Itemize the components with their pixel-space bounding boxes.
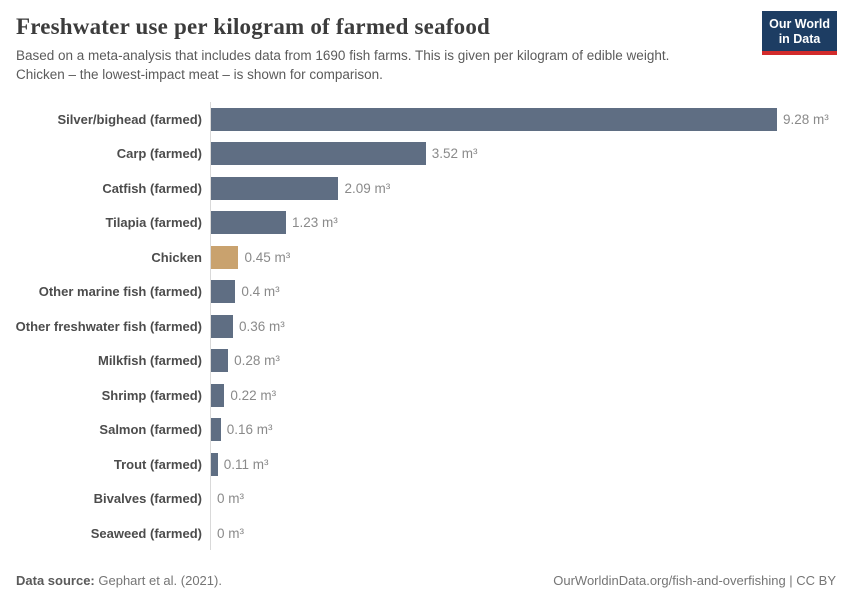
value-label: 3.52 m³: [431, 146, 478, 162]
value-label: 2.09 m³: [344, 180, 391, 196]
bar[interactable]: [211, 349, 229, 373]
category-label: Tilapia (farmed): [105, 215, 202, 231]
bar-track: 2.09 m³: [210, 170, 834, 206]
category-label: Catfish (farmed): [102, 180, 202, 196]
owid-logo-line-2: in Data: [778, 32, 821, 46]
bar-track: 0.22 m³: [210, 377, 834, 413]
bar-track: 3.52 m³: [210, 136, 834, 171]
bar[interactable]: [211, 452, 218, 476]
chart-header: Freshwater use per kilogram of farmed se…: [0, 0, 850, 85]
bar-row: Milkfish (farmed) 0.28 m³: [16, 343, 834, 378]
category-label: Other marine fish (farmed): [38, 284, 202, 300]
data-source: Data source: Gephart et al. (2021).: [16, 573, 222, 588]
value-label: 1.23 m³: [292, 215, 338, 231]
bar[interactable]: [211, 176, 339, 200]
value-label: 0.45 m³: [244, 249, 291, 265]
bar-track: 0.4 m³: [210, 274, 834, 309]
category-label: Other freshwater fish (farmed): [15, 318, 202, 334]
bar-chart: Silver/bighead (farmed) 9.28 m³ Carp (farm…: [15, 101, 834, 551]
category-label: Seaweed (farmed): [90, 525, 202, 541]
category-label: Carp (farmed): [116, 146, 202, 162]
chart-subtitle: Based on a meta-analysis that includes d…: [16, 47, 750, 85]
category-label: Chicken: [151, 249, 202, 265]
value-label: 0.16 m³: [226, 422, 273, 438]
bar[interactable]: [211, 211, 287, 235]
subtitle-line-1: Based on a meta-analysis that includes d…: [16, 48, 670, 63]
value-label: 0.4 m³: [241, 284, 280, 300]
bar-track: 0.36 m³: [210, 308, 834, 344]
bar-row: Catfish (farmed) 2.09 m³: [16, 170, 834, 206]
owid-logo[interactable]: Our World in Data: [762, 11, 837, 55]
bar-row: Salmon (farmed) 0.16 m³: [16, 412, 834, 447]
bar-track: 0 m³: [210, 481, 834, 516]
bar-row: Other freshwater fish (farmed) 0.36 m³: [15, 308, 834, 344]
chart-footer: Data source: Gephart et al. (2021). OurW…: [16, 573, 836, 588]
bar[interactable]: [211, 418, 221, 442]
value-label: 0 m³: [217, 525, 244, 541]
bar[interactable]: [211, 314, 233, 338]
bar-track: 0.28 m³: [210, 343, 834, 378]
bar[interactable]: [211, 142, 426, 166]
bar-row: Other marine fish (farmed) 0.4 m³: [16, 274, 834, 309]
bar-track: 0 m³: [210, 515, 834, 551]
bar-row: Shrimp (farmed) 0.22 m³: [16, 377, 834, 413]
bar-row: Trout (farmed) 0.11 m³: [16, 446, 834, 482]
bar-row: Seaweed (farmed) 0 m³: [16, 515, 834, 551]
bar-track: 0.16 m³: [210, 412, 834, 447]
bar-row: Tilapia (farmed) 1.23 m³: [16, 205, 834, 240]
subtitle-line-2: Chicken – the lowest-impact meat – is sh…: [16, 66, 383, 82]
bar-row: Bivalves (farmed) 0 m³: [16, 481, 834, 516]
value-label: 0.11 m³: [223, 456, 269, 472]
value-label: 0 m³: [217, 491, 244, 507]
bar-row: Carp (farmed) 3.52 m³: [16, 136, 834, 171]
bar[interactable]: [211, 107, 777, 131]
bar[interactable]: [211, 383, 225, 407]
credit-line[interactable]: OurWorldinData.org/fish-and-overfishing …: [553, 573, 836, 588]
bar-highlighted[interactable]: [211, 245, 239, 269]
category-label: Shrimp (farmed): [101, 387, 202, 403]
value-label: 0.28 m³: [234, 353, 280, 369]
category-label: Silver/bighead (farmed): [57, 111, 202, 127]
category-label: Salmon (farmed): [99, 422, 202, 438]
bar-track: 9.28 m³: [210, 101, 834, 137]
category-label: Trout (farmed): [113, 456, 202, 472]
data-source-label: Data source:: [16, 573, 95, 588]
owid-logo-line-1: Our World: [769, 17, 830, 31]
value-label: 0.22 m³: [230, 387, 277, 403]
bar-track: 1.23 m³: [210, 205, 834, 240]
chart-title: Freshwater use per kilogram of farmed se…: [16, 14, 491, 39]
value-label: 0.36 m³: [238, 318, 285, 334]
bar-row: Silver/bighead (farmed) 9.28 m³: [16, 101, 834, 137]
data-source-value: Gephart et al. (2021).: [98, 573, 222, 588]
category-label: Bivalves (farmed): [93, 491, 202, 507]
category-label: Milkfish (farmed): [97, 353, 202, 369]
bar[interactable]: [211, 280, 236, 304]
bar-track: 0.45 m³: [210, 239, 834, 275]
bar-row: Chicken 0.45 m³: [16, 239, 834, 275]
bar-track: 0.11 m³: [210, 446, 834, 482]
value-label: 9.28 m³: [783, 111, 829, 127]
